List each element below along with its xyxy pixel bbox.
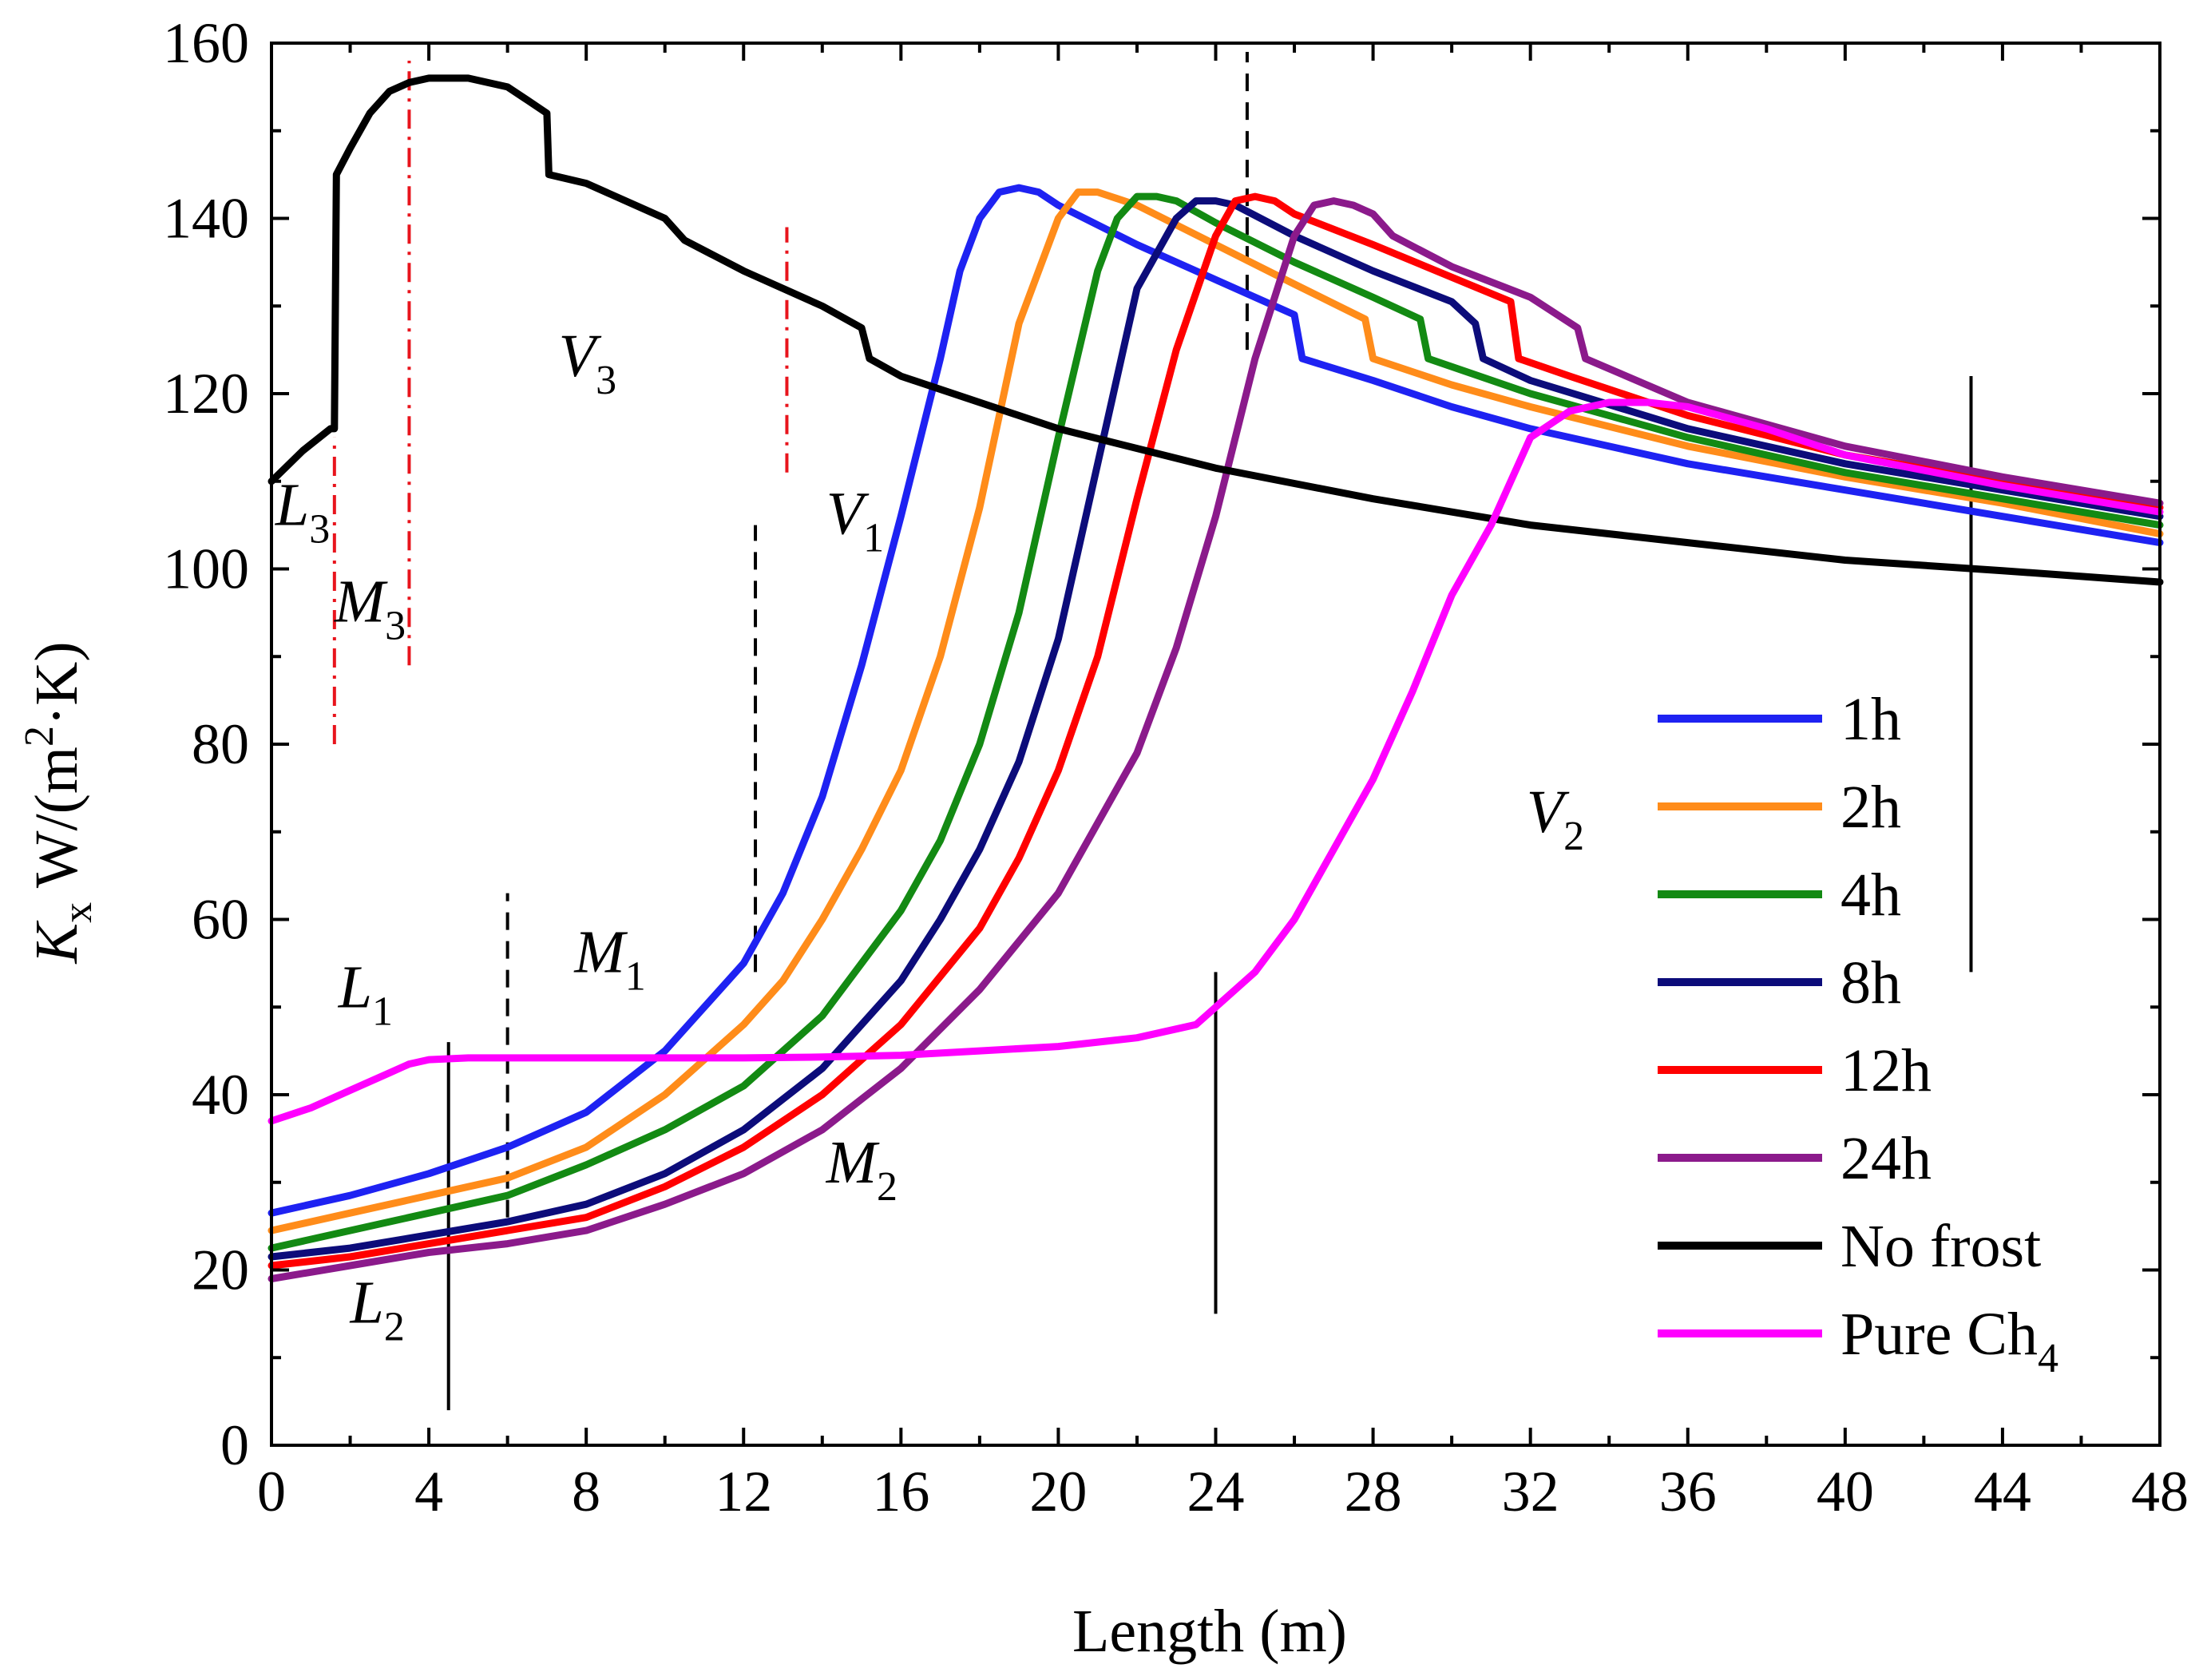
y-tick-label: 40 bbox=[192, 1063, 249, 1127]
legend-label-8h: 8h bbox=[1840, 949, 1901, 1016]
annotation-v2: V2 bbox=[1527, 779, 1584, 859]
y-tick-label: 80 bbox=[192, 712, 249, 776]
series-line-24h bbox=[267, 197, 2164, 1282]
x-tick-label: 36 bbox=[1659, 1460, 1717, 1523]
x-tick-label: 4 bbox=[414, 1460, 443, 1523]
legend-label-12h: 12h bbox=[1840, 1037, 1932, 1104]
annotation-l2: L2 bbox=[350, 1269, 405, 1349]
annotation-v3: V3 bbox=[559, 323, 616, 403]
x-tick-label: 20 bbox=[1029, 1460, 1087, 1523]
annotation-l3: L3 bbox=[275, 472, 330, 553]
y-tick-label: 60 bbox=[192, 888, 249, 952]
legend-label-no-frost: No frost bbox=[1840, 1213, 2041, 1280]
series-line-4h bbox=[267, 192, 2164, 1252]
y-axis-label-unit: W/(m bbox=[23, 747, 90, 902]
series-line-1h bbox=[267, 184, 2164, 1217]
y-tick-label: 140 bbox=[163, 187, 249, 251]
x-tick-label: 16 bbox=[872, 1460, 929, 1523]
series-line-no-frost bbox=[267, 74, 2164, 586]
annotation-m2: M2 bbox=[826, 1129, 897, 1210]
y-axis-label: Kx W/(m2·K) bbox=[17, 641, 101, 964]
legend: 1h 2h 4h 8h 12h 24h No frost Pure Ch4 bbox=[1658, 686, 2058, 1381]
y-axis-label-sup: 2 bbox=[17, 726, 62, 747]
legend-label-4h: 4h bbox=[1840, 862, 1901, 929]
x-tick-label: 0 bbox=[257, 1460, 286, 1523]
x-tick-label: 28 bbox=[1345, 1460, 1402, 1523]
series-line-12h bbox=[267, 192, 2164, 1270]
axis-ticks: 0 4 8 12 16 20 24 28 32 36 40 44 4802040608010012014… bbox=[163, 11, 2189, 1523]
y-axis-label-unit-end: ·K) bbox=[23, 641, 90, 726]
series-line-2h bbox=[267, 188, 2164, 1234]
x-tick-label: 32 bbox=[1502, 1460, 1559, 1523]
y-axis-label-sub: x bbox=[55, 902, 101, 923]
series-layer bbox=[267, 74, 2164, 1282]
annotation-m1: M1 bbox=[573, 918, 645, 999]
x-tick-label: 8 bbox=[572, 1460, 600, 1523]
legend-label-2h: 2h bbox=[1840, 774, 1901, 841]
y-tick-label: 160 bbox=[163, 11, 249, 75]
legend-label-1h: 1h bbox=[1840, 686, 1901, 753]
series-line-8h bbox=[267, 197, 2164, 1261]
y-tick-label: 100 bbox=[163, 537, 249, 601]
x-axis-label: Length (m) bbox=[1072, 1598, 1347, 1665]
legend-label-24h: 24h bbox=[1840, 1125, 1932, 1192]
x-tick-label: 40 bbox=[1817, 1460, 1874, 1523]
y-tick-label: 120 bbox=[163, 362, 249, 426]
annotation-m3: M3 bbox=[334, 568, 406, 648]
x-tick-label: 24 bbox=[1187, 1460, 1245, 1523]
x-tick-label: 44 bbox=[1974, 1460, 2031, 1523]
series-line-pure-ch4 bbox=[267, 398, 2164, 1125]
y-tick-label: 20 bbox=[192, 1238, 249, 1302]
y-tick-label: 0 bbox=[220, 1413, 249, 1477]
region-divider-lines bbox=[332, 51, 1973, 1411]
x-tick-label: 48 bbox=[2131, 1460, 2189, 1523]
annotation-v1: V1 bbox=[826, 481, 884, 561]
annotation-l1: L1 bbox=[338, 953, 393, 1034]
legend-label-pure-ch4: Pure Ch4 bbox=[1840, 1301, 2058, 1381]
y-axis-label-k: K bbox=[23, 921, 90, 965]
x-tick-label: 12 bbox=[715, 1460, 772, 1523]
